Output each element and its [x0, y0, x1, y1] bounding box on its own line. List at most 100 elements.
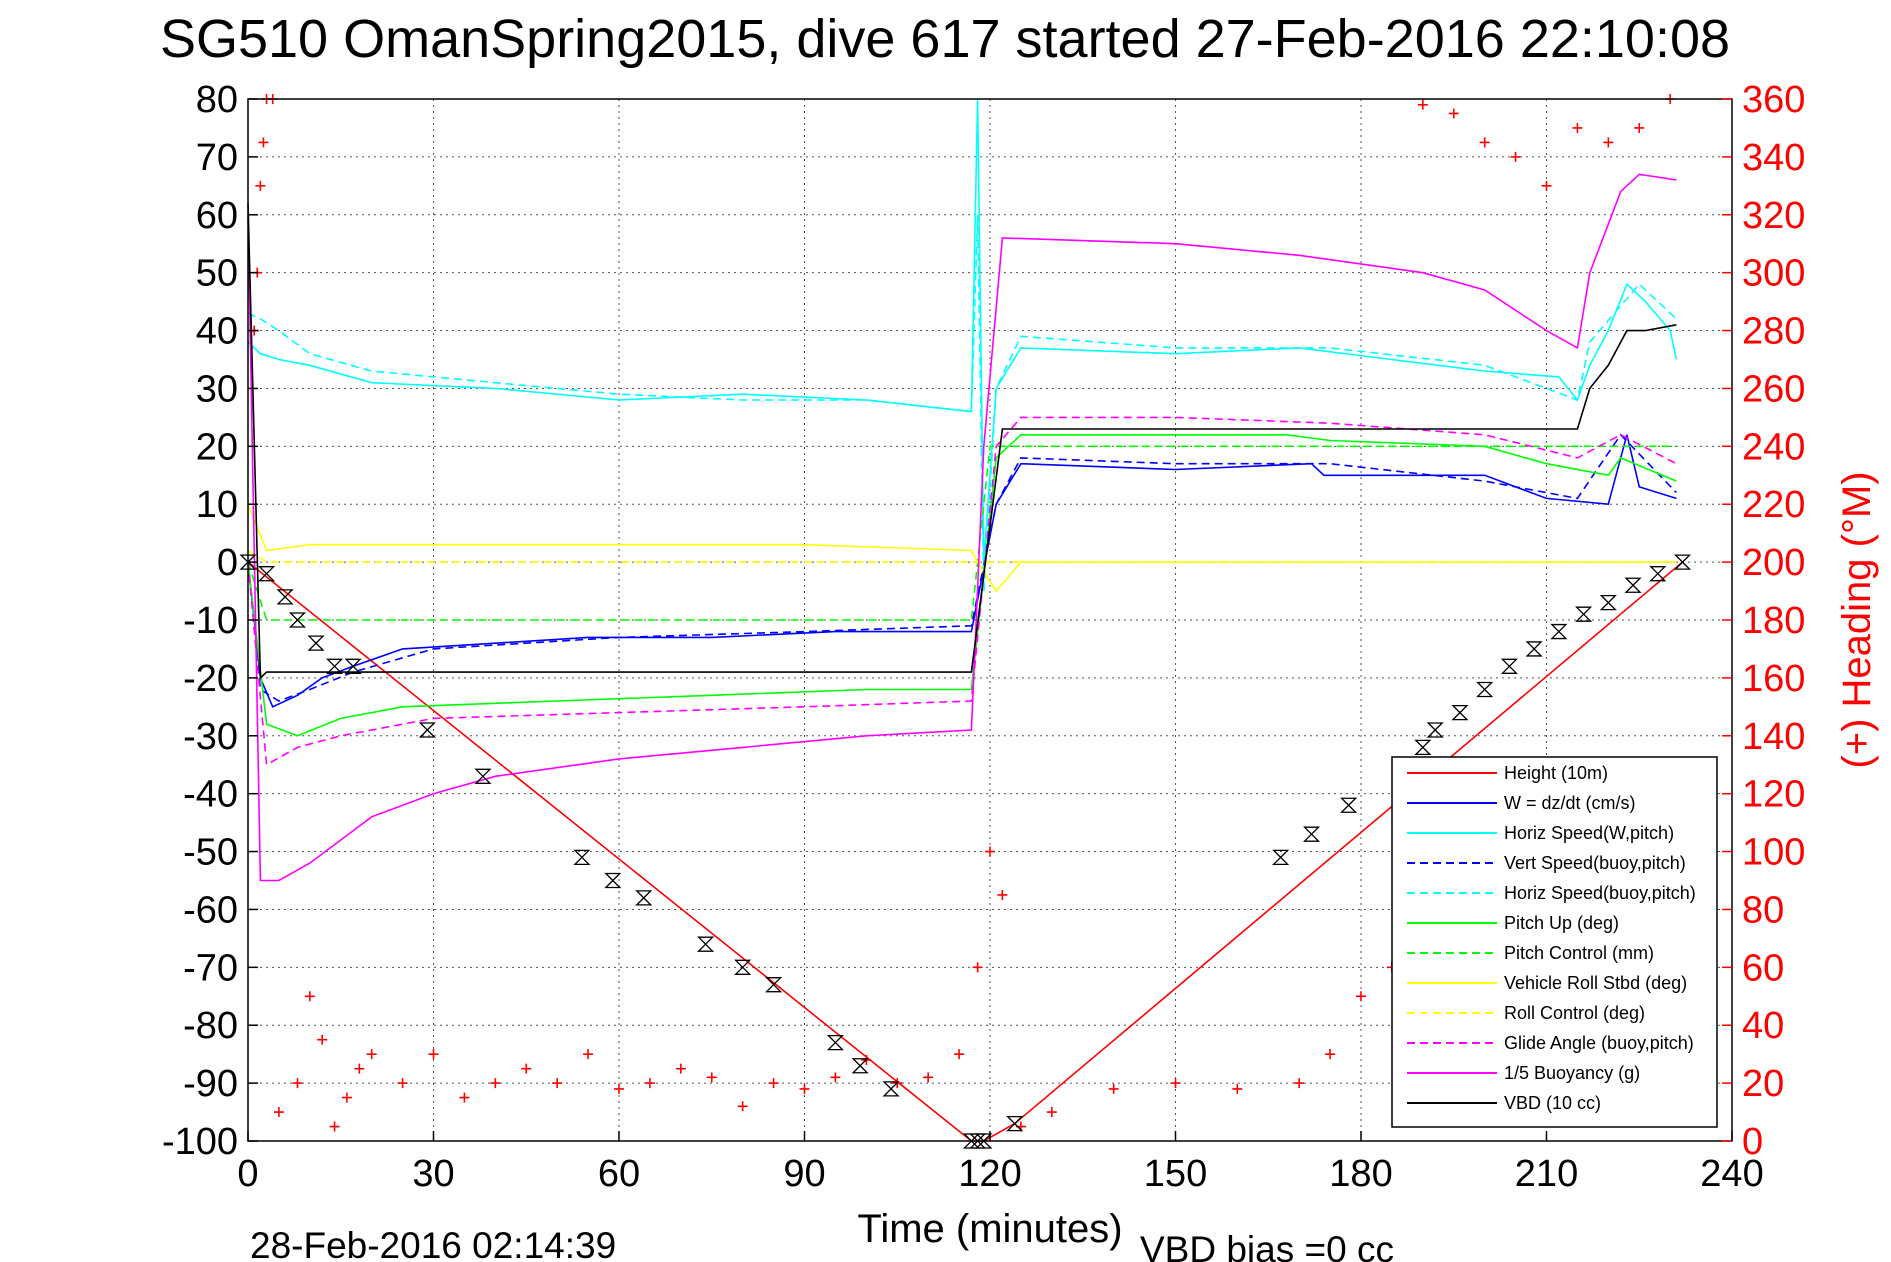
dive-marker [239, 554, 257, 570]
y-right-tick-label: 240 [1742, 426, 1805, 468]
x-tick-label: 180 [1329, 1153, 1392, 1195]
y-tick-label: 70 [196, 137, 238, 179]
heading-point [1417, 99, 1428, 110]
y-tick-label: -40 [183, 774, 238, 816]
heading-point [768, 1078, 779, 1089]
legend-label: Vert Speed(buoy,pitch) [1504, 853, 1686, 873]
y-right-tick-label: 180 [1742, 600, 1805, 642]
heading-point [258, 137, 269, 148]
y-right-tick-label: 40 [1742, 1005, 1784, 1047]
dive-marker [257, 566, 276, 582]
heading-point [255, 180, 266, 191]
dive-marker [1006, 1115, 1024, 1132]
dive-marker [1599, 594, 1617, 611]
heading-point [644, 1078, 655, 1089]
y-tick-label: -90 [183, 1063, 238, 1105]
heading-point [459, 1092, 470, 1103]
y-tick-label: -70 [183, 947, 238, 989]
y-axis-right: 3603403203002802602402202001801601401201… [1722, 79, 1805, 1163]
legend-box [1391, 756, 1718, 1128]
x-axis: 0 30 60 90 120 150 180 210 240 [237, 1131, 1764, 1195]
x-tick-label: 150 [1144, 1153, 1207, 1195]
y-tick-label: 10 [196, 484, 238, 526]
dive-marker [307, 635, 325, 651]
chart-title: SG510 OmanSpring2015, dive 617 started 2… [160, 9, 1730, 69]
x-tick-label: 240 [1700, 1153, 1763, 1195]
y-right-tick-label: 80 [1742, 889, 1784, 931]
y-right-tick-label: 200 [1742, 542, 1805, 584]
y-tick-label: 50 [196, 253, 238, 295]
y-tick-label: -20 [183, 658, 238, 700]
heading-point [1232, 1083, 1243, 1094]
series-line-2 [247, 98, 1678, 563]
y-right-tick-label: 20 [1742, 1063, 1784, 1105]
y-axis-left: 80 70 60 50 40 30 20 10 0 -10 -20 -30 -40 -50 -60 -70 -8… [162, 79, 258, 1163]
legend-label: Roll Control (deg) [1504, 1003, 1645, 1023]
dive-marker [734, 959, 752, 975]
dive-marker [474, 768, 492, 784]
heading-point [1448, 108, 1459, 119]
heading-point [830, 1072, 841, 1083]
heading-point [614, 1083, 624, 1094]
dive-marker [1673, 554, 1692, 570]
legend: Height (10m) W = dz/dt (cm/s) Horiz Speed(… [1391, 756, 1718, 1128]
y-right-tick-label: 360 [1742, 79, 1805, 121]
y-right-tick-label: 220 [1742, 484, 1805, 526]
dive-marker [418, 722, 436, 738]
heading-point [1108, 1083, 1119, 1094]
heading-point [521, 1063, 532, 1074]
footer-vbd-bias: VBD bias =0 cc [1140, 1229, 1394, 1262]
heading-point [583, 1049, 594, 1060]
dive-marker [276, 589, 294, 605]
legend-label: Height (10m) [1504, 763, 1608, 783]
legend-label: Horiz Speed(buoy,pitch) [1504, 883, 1696, 903]
heading-point [675, 1063, 686, 1074]
heading-point [1356, 991, 1366, 1002]
y-tick-label: -100 [162, 1121, 238, 1163]
y-right-tick-label: 280 [1742, 311, 1805, 353]
y-tick-label: -50 [183, 832, 238, 874]
heading-point [292, 1078, 303, 1089]
dive-marker [826, 1034, 844, 1051]
heading-point [1325, 1049, 1336, 1060]
heading-point [397, 1078, 408, 1089]
heading-point [341, 1092, 352, 1103]
y-right-tick-label: 60 [1742, 947, 1784, 989]
heading-point [737, 1101, 748, 1112]
heading-point [706, 1072, 717, 1083]
dive-marker [1525, 641, 1543, 657]
y-right-tick-label: 320 [1742, 195, 1805, 237]
x-tick-label: 60 [598, 1153, 640, 1195]
heading-point [954, 1049, 965, 1060]
dive-marker [696, 936, 715, 952]
dive-marker [1426, 722, 1444, 738]
dive-marker [882, 1081, 900, 1097]
y-right-tick-label: 120 [1742, 774, 1805, 816]
legend-label: Vehicle Roll Stbd (deg) [1504, 973, 1687, 993]
heading-point [1510, 151, 1521, 162]
heading-point [304, 991, 315, 1002]
y-tick-label: -10 [183, 600, 238, 642]
y-right-tick-label: 140 [1742, 716, 1805, 758]
legend-label: Glide Angle (buoy,pitch) [1504, 1033, 1694, 1053]
heading-point [1294, 1078, 1305, 1089]
legend-label: Pitch Control (mm) [1504, 943, 1654, 963]
dive-marker [1500, 658, 1518, 674]
legend-label: W = dz/dt (cm/s) [1504, 793, 1636, 813]
dive-marker [1302, 826, 1321, 842]
heading-point [354, 1063, 365, 1074]
heading-point [317, 1034, 328, 1045]
y-right-tick-label: 160 [1742, 658, 1805, 700]
legend-label: 1/5 Buoyancy (g) [1504, 1063, 1640, 1083]
heading-point [1046, 1107, 1057, 1118]
series-line-4 [247, 214, 1677, 592]
y-tick-label: 40 [196, 311, 238, 353]
dive-marker [344, 658, 362, 674]
dive-marker [1476, 681, 1494, 698]
series-line-7 [247, 503, 1677, 593]
series-line-6 [247, 445, 1677, 621]
dive-marker [604, 872, 622, 889]
y-right-tick-label: 340 [1742, 137, 1805, 179]
series-line-10 [247, 173, 1677, 882]
y-tick-label: 20 [196, 426, 238, 468]
